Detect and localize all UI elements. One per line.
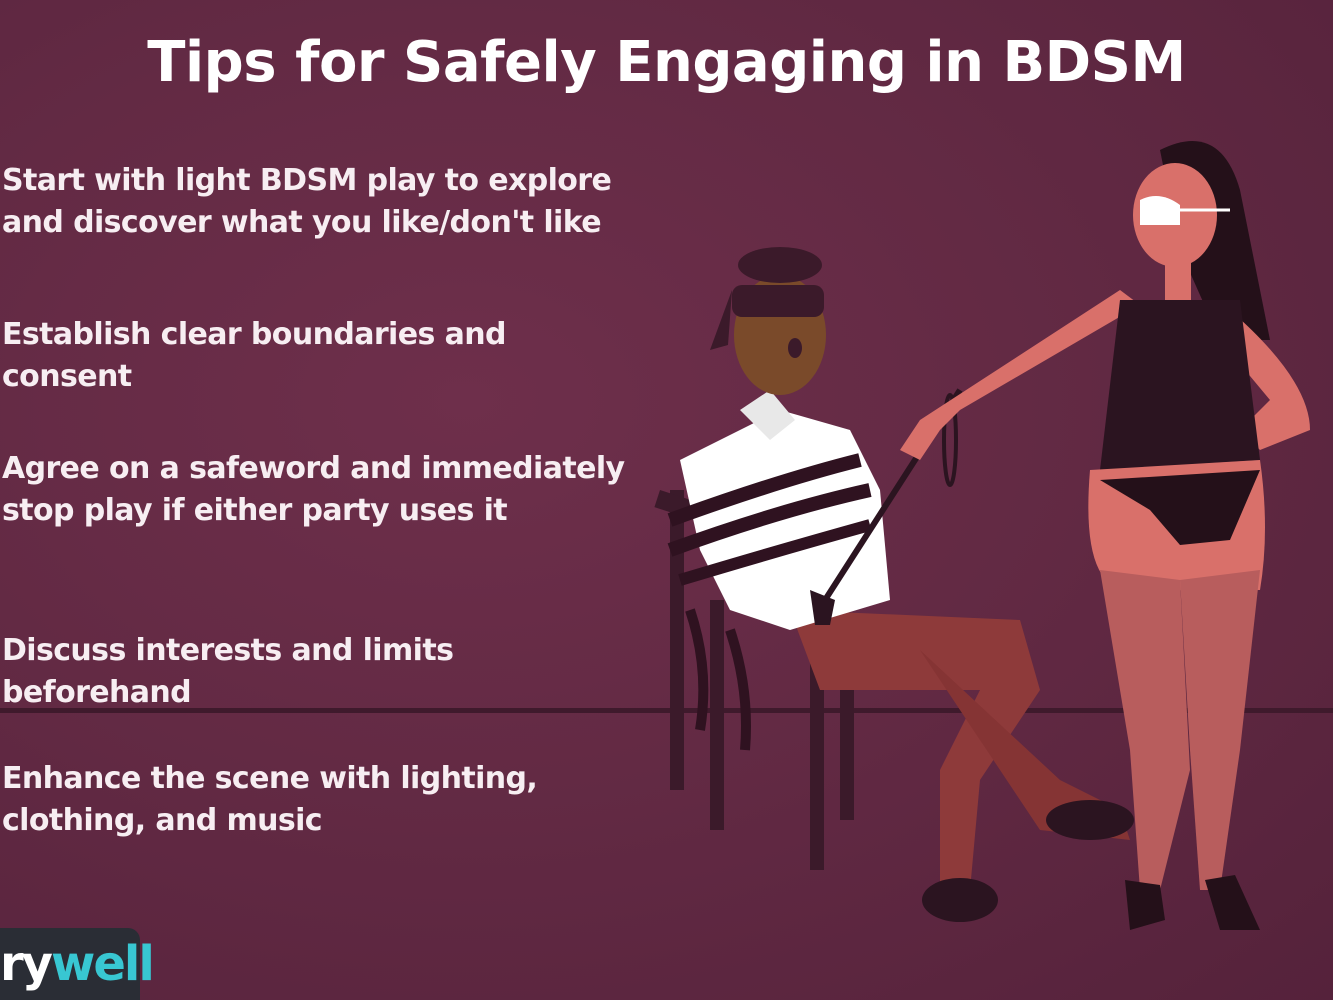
tip-item-5: Enhance the scene with lighting, clothin… [2, 758, 642, 842]
tip-1-line-2: and discover what you like/don't like [2, 205, 602, 240]
tip-2-line-1: Establish clear boundaries and consent [2, 317, 506, 394]
masked-woman-icon [900, 141, 1310, 930]
logo-background [0, 928, 140, 1000]
tip-4-line-1: Discuss interests and limits beforehand [2, 633, 454, 710]
tip-item-2: Establish clear boundaries and consent [2, 314, 642, 398]
tip-1-line-1: Start with light BDSM play to explore [2, 163, 612, 198]
floor-line [0, 708, 1333, 713]
page-title: Tips for Safely Engaging in BDSM [147, 30, 1186, 95]
tip-item-4: Discuss interests and limits beforehand [2, 630, 642, 714]
bdsm-scene-illustration [654, 141, 1310, 930]
blindfolded-man-on-chair-icon [667, 247, 1134, 922]
logo-prefix: ry [0, 936, 53, 992]
tip-3-line-2: stop play if either party uses it [2, 493, 508, 528]
tip-item-1: Start with light BDSM play to explore an… [2, 160, 642, 244]
logo-accent: well [50, 936, 155, 992]
tip-5-line-2: clothing, and music [2, 803, 323, 838]
brand-logo: rywell [0, 936, 155, 992]
tip-item-3: Agree on a safeword and immediately stop… [2, 448, 642, 532]
tip-3-line-1: Agree on a safeword and immediately [2, 451, 625, 486]
tip-5-line-1: Enhance the scene with lighting, [2, 761, 538, 796]
